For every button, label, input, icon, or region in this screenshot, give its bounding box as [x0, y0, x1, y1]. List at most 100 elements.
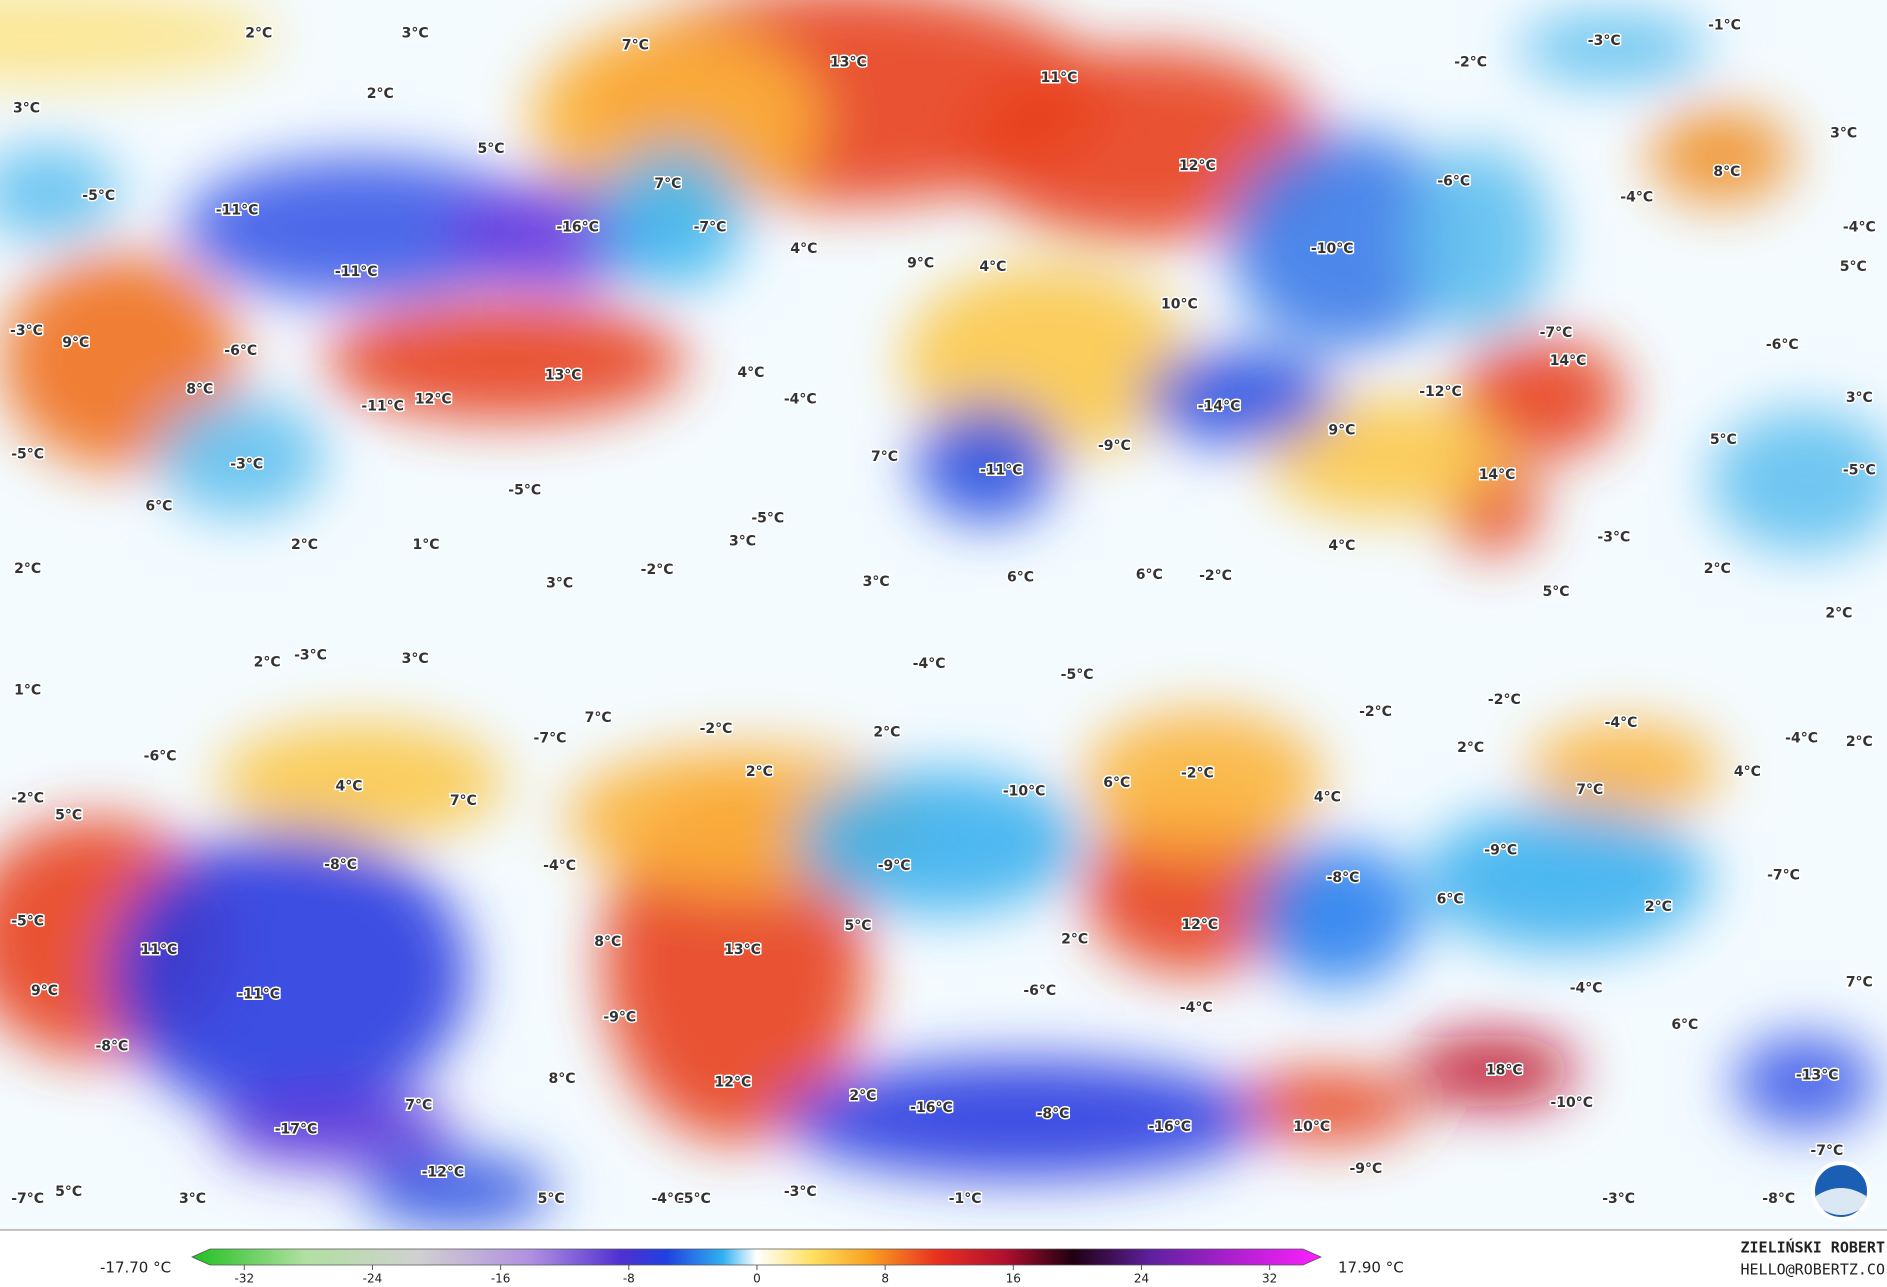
temperature-label: 2°C [14, 561, 41, 577]
temperature-patch [1408, 1034, 1577, 1107]
temperature-label: 4°C [790, 241, 817, 257]
temperature-label: 9°C [62, 335, 89, 351]
temperature-label: -11°C [335, 264, 378, 280]
temperature-patch [782, 1058, 1264, 1179]
temperature-patch [1420, 805, 1709, 951]
temperature-label: -5°C [1843, 462, 1876, 478]
temperature-patch [1143, 348, 1336, 446]
temperature-label: -2°C [1359, 704, 1392, 720]
temperature-label: 6°C [1103, 775, 1130, 791]
temperature-patch [1516, 12, 1709, 85]
temperature-label: -2°C [641, 562, 674, 578]
temperature-label: 14°C [1479, 467, 1516, 483]
temperature-label: 2°C [849, 1088, 876, 1104]
temperature-label: 7°C [871, 449, 898, 465]
temperature-patch [1708, 408, 1887, 554]
temperature-label: -4°C [543, 858, 576, 874]
temperature-label: 12°C [1181, 917, 1218, 933]
temperature-label: 9°C [907, 255, 934, 271]
temperature-label: -4°C [1620, 189, 1653, 205]
temperature-label: -3°C [230, 456, 263, 472]
temperature-label: -3°C [1602, 1191, 1635, 1207]
temperature-label: 12°C [415, 391, 452, 407]
temperature-label: -4°C [1605, 715, 1638, 731]
temperature-label: -4°C [1843, 219, 1876, 235]
temperature-label: 9°C [1328, 423, 1355, 439]
temperature-label: -5°C [678, 1191, 711, 1207]
temperature-patch [1227, 132, 1469, 349]
temperature-label: -10°C [1550, 1095, 1593, 1111]
temperature-label: -11°C [361, 399, 404, 415]
temperature-label: 5°C [55, 1184, 82, 1200]
temperature-label: -9°C [878, 858, 911, 874]
temperature-label: 1°C [14, 682, 41, 698]
temperature-patch [1528, 721, 1721, 818]
temperature-label: -9°C [1098, 438, 1131, 454]
temperature-label: 5°C [845, 918, 872, 934]
temperature-label: -1°C [1708, 17, 1741, 33]
temperature-patch [156, 396, 325, 518]
temperature-label: -2°C [11, 791, 44, 807]
temperature-label: -16°C [910, 1100, 953, 1116]
temperature-label: 2°C [1457, 740, 1484, 756]
temperature-label: 8°C [594, 934, 621, 950]
temperature-label: -10°C [1311, 241, 1354, 257]
temperature-label: 13°C [545, 367, 582, 383]
temperature-label: -11°C [216, 202, 259, 218]
colorbar-tick-label: 24 [1134, 1272, 1149, 1286]
temperature-label: 10°C [1293, 1119, 1330, 1135]
credit-name: ZIELIŃSKI ROBERT [1741, 1238, 1886, 1257]
temperature-label: 7°C [622, 38, 649, 54]
temperature-label: -7°C [11, 1191, 44, 1207]
temperature-patch [1083, 709, 1324, 854]
temperature-label: 3°C [13, 100, 40, 116]
temperature-label: -4°C [1180, 1000, 1213, 1016]
temperature-label: 4°C [1328, 538, 1355, 554]
temperature-label: 7°C [1576, 782, 1603, 798]
temperature-label: 2°C [873, 725, 900, 741]
temperature-label: 5°C [477, 141, 504, 157]
temperature-label: -3°C [784, 1184, 817, 1200]
colorbar-tick-label: -32 [234, 1272, 254, 1286]
temperature-patch [0, 252, 241, 470]
temperature-patch [324, 300, 686, 421]
temperature-label: -1°C [949, 1191, 982, 1207]
temperature-patch [108, 829, 470, 1119]
temperature-label: -4°C [1785, 731, 1818, 747]
temperature-label: -4°C [913, 656, 946, 672]
temperature-label: 3°C [1830, 126, 1857, 142]
temperature-label: -11°C [237, 987, 280, 1003]
temperature-label: 2°C [1846, 734, 1873, 750]
temperature-label: 7°C [450, 793, 477, 809]
temperature-label: 2°C [1704, 561, 1731, 577]
temperature-label: 2°C [367, 86, 394, 102]
colorbar: -32 -24 -16 -8 0 8 16 24 32 [191, 1248, 1322, 1286]
temperature-label: 18°C [1486, 1062, 1523, 1078]
temperature-label: 12°C [715, 1075, 752, 1091]
temperature-label: -16°C [1148, 1119, 1191, 1135]
temperature-label: -17°C [275, 1121, 318, 1137]
temperature-label: 13°C [830, 55, 867, 71]
temperature-label: -3°C [10, 323, 43, 339]
temperature-patch [962, 48, 1324, 241]
temperature-label: 4°C [979, 259, 1006, 275]
temperature-label: 6°C [1007, 569, 1034, 585]
temperature-label: -8°C [1327, 870, 1360, 886]
temperature-label: 7°C [405, 1097, 432, 1113]
temperature-label: 3°C [179, 1191, 206, 1207]
temperature-label: 8°C [1713, 164, 1740, 180]
temperature-patch [601, 144, 747, 289]
colorbar-max: 17.90 °C [1338, 1259, 1404, 1277]
temperature-label: -16°C [556, 219, 599, 235]
temperature-label: -7°C [1810, 1143, 1843, 1159]
temperature-label: -2°C [1199, 568, 1232, 584]
temperature-label: -6°C [144, 749, 177, 765]
temperature-label: -6°C [1766, 337, 1799, 353]
temperature-patch [0, 0, 277, 85]
temperature-label: -9°C [1484, 842, 1517, 858]
temperature-label: 4°C [1314, 789, 1341, 805]
colorbar-tick-label: -8 [623, 1272, 635, 1286]
temperature-label: 5°C [1543, 584, 1570, 600]
colorbar-min: -17.70 °C [100, 1259, 171, 1277]
